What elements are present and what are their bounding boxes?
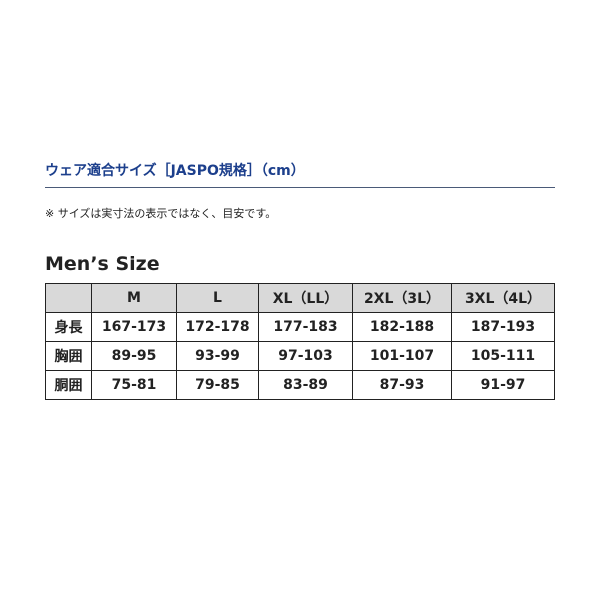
column-header-blank [45, 283, 92, 313]
column-header: XL（LL） [258, 283, 353, 313]
table-cell: 105-111 [451, 341, 555, 371]
table-cell: 83-89 [258, 370, 353, 400]
title-divider [45, 187, 555, 188]
column-header: 3XL（4L） [451, 283, 555, 313]
table-cell: 172-178 [176, 312, 259, 342]
table-cell: 177-183 [258, 312, 353, 342]
column-header: 2XL（3L） [352, 283, 452, 313]
table-cell: 167-173 [91, 312, 177, 342]
table-cell: 79-85 [176, 370, 259, 400]
table-cell: 75-81 [91, 370, 177, 400]
table-cell: 89-95 [91, 341, 177, 371]
size-table: M L XL（LL） 2XL（3L） 3XL（4L） 身長 167-173 17… [45, 283, 555, 400]
table-cell: 93-99 [176, 341, 259, 371]
row-label: 胴囲 [45, 370, 92, 400]
table-cell: 182-188 [352, 312, 452, 342]
mens-size-heading: Men’s Size [45, 253, 160, 275]
row-label: 胸囲 [45, 341, 92, 371]
table-cell: 91-97 [451, 370, 555, 400]
column-header: L [176, 283, 259, 313]
table-header-row: M L XL（LL） 2XL（3L） 3XL（4L） [45, 283, 555, 313]
table-cell: 87-93 [352, 370, 452, 400]
row-label: 身長 [45, 312, 92, 342]
table-row: 身長 167-173 172-178 177-183 182-188 187-1… [45, 312, 555, 342]
table-row: 胴囲 75-81 79-85 83-89 87-93 91-97 [45, 370, 555, 400]
table-cell: 101-107 [352, 341, 452, 371]
section-title: ウェア適合サイズ［JASPO規格］（cm） [45, 163, 305, 179]
table-cell: 187-193 [451, 312, 555, 342]
table-row: 胸囲 89-95 93-99 97-103 101-107 105-111 [45, 341, 555, 371]
size-note: ※ サイズは実寸法の表示ではなく、目安です。 [45, 207, 277, 220]
table-cell: 97-103 [258, 341, 353, 371]
column-header: M [91, 283, 177, 313]
